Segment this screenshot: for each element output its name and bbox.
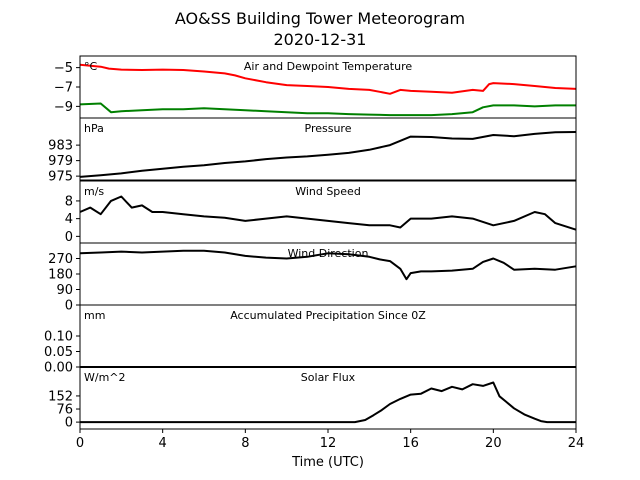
panel-2-ytick-label-0: 8 xyxy=(65,194,73,209)
panel-2-ytick-label-2: 0 xyxy=(65,230,73,245)
panel-5-ytick-label-1: 76 xyxy=(56,403,73,418)
panel-0-series-1 xyxy=(79,102,576,117)
panel-1-series-0 xyxy=(79,131,577,178)
panel-5-ytick-label-0: 152 xyxy=(48,389,73,404)
panel-5-series-0 xyxy=(80,381,576,424)
panel-1-title: Pressure xyxy=(305,122,352,135)
panels-group: −5−7−9°C Air and Dewpoint Temperature9839… xyxy=(44,55,577,431)
panel-1-unit: hPa xyxy=(84,122,104,135)
xtick-label-1: 4 xyxy=(159,436,167,451)
panel-0: −5 −7 −9 °C Air and Dewpoint Temperature xyxy=(54,55,577,119)
panel-5-unit: W/m^2 xyxy=(84,371,126,384)
panel-5-ytick-label-2: 0 xyxy=(65,416,73,431)
xtick-label-4: 16 xyxy=(402,436,419,451)
chart-title: AO&SS Building Tower Meteorogram xyxy=(175,9,465,28)
panel-1-ytick-label-1: 979 xyxy=(48,154,73,169)
panel-0-title: Air and Dewpoint Temperature xyxy=(244,60,412,73)
panel-2: 8 4 0 m/s Wind Speed xyxy=(65,180,577,245)
panel-4-unit: mm xyxy=(84,309,105,322)
panel-4: 0.100.050.00 mm Accumulated Precipitation … xyxy=(44,304,577,376)
chart-subtitle: 2020-12-31 xyxy=(274,30,367,49)
panel-2-ytick-label-1: 4 xyxy=(65,212,73,227)
panel-1-frame xyxy=(79,117,577,181)
panel-1-ytick-label-2: 975 xyxy=(48,170,73,185)
panel-0-ytick-label-1: −7 xyxy=(54,81,73,96)
panel-0-ytick-label-0: −5 xyxy=(54,61,73,76)
panel-4-ytick-label-0: 0.10 xyxy=(44,330,73,345)
panel-4-ytick-label-1: 0.05 xyxy=(44,345,73,360)
panel-2-title: Wind Speed xyxy=(295,185,361,198)
panel-1-ytick-label-0: 983 xyxy=(48,139,73,154)
panel-0-ytick-label-2: −9 xyxy=(54,100,73,115)
panel-3-title: Wind Direction xyxy=(288,247,369,260)
panel-3-ytick-label-0: 270 xyxy=(48,252,73,267)
panel-3-series-0 xyxy=(79,249,577,281)
x-axis-label: Time (UTC) xyxy=(291,455,364,470)
panel-3-ytick-label-1: 180 xyxy=(48,268,73,283)
xtick-label-0: 0 xyxy=(76,436,84,451)
panel-4-title: Accumulated Precipitation Since 0Z xyxy=(230,309,426,322)
panel-5-title: Solar Flux xyxy=(301,371,356,384)
xtick-label-3: 12 xyxy=(320,436,337,451)
panel-2-series-0 xyxy=(79,195,577,231)
panel-4-ytick-label-2: 0.00 xyxy=(44,361,73,376)
panel-2-unit: m/s xyxy=(84,185,104,198)
panel-0-unit: °C xyxy=(84,60,98,73)
xtick-label-6: 24 xyxy=(568,436,585,451)
xtick-label-5: 20 xyxy=(485,436,502,451)
panel-0-series-0 xyxy=(79,63,577,95)
xtick-label-2: 8 xyxy=(241,436,249,451)
panel-3-ytick-label-2: 90 xyxy=(56,283,73,298)
x-axis: 0 4 8 12 16 20 24 xyxy=(76,429,584,451)
panel-3-ytick-label-3: 0 xyxy=(65,299,73,314)
